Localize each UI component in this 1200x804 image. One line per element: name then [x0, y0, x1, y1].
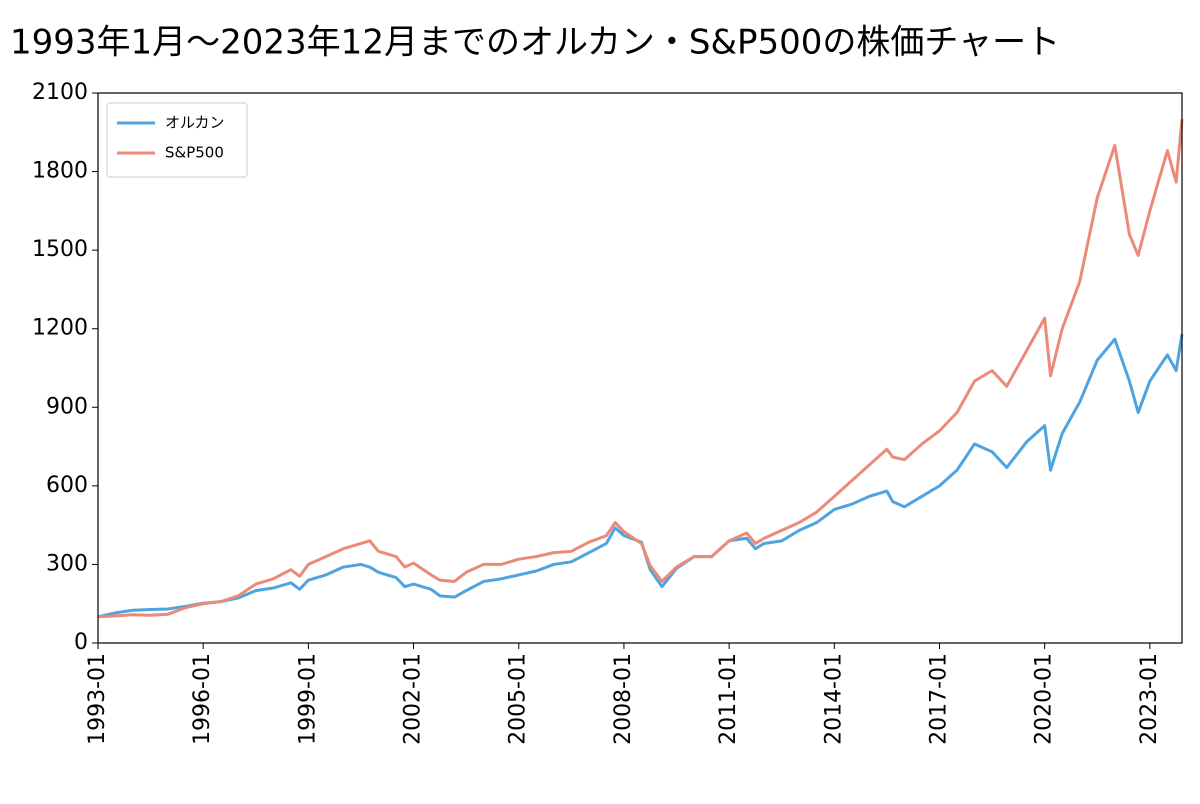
- series-line: [97, 119, 1184, 619]
- x-tick-label: 2011-01: [716, 653, 741, 745]
- chart-title: 1993年1月～2023年12月までのオルカン・S&P500の株価チャート: [10, 23, 1060, 63]
- x-tick-label: 2005-01: [506, 653, 531, 745]
- x-tick-label: 2017-01: [926, 653, 951, 745]
- y-tick-label: 900: [46, 394, 88, 419]
- y-tick-label: 600: [46, 473, 88, 498]
- plot-frame: [97, 92, 1183, 644]
- y-tick-label: 2100: [32, 80, 88, 105]
- y-tick-label: 1800: [32, 159, 88, 184]
- x-tick-label: 1996-01: [190, 653, 215, 745]
- x-tick-label: 1999-01: [295, 653, 320, 745]
- x-tick-label: 2008-01: [611, 653, 636, 745]
- legend-label: オルカン: [165, 114, 225, 132]
- y-tick-label: 1500: [32, 237, 88, 262]
- x-tick-label: 2020-01: [1032, 653, 1057, 745]
- legend-label: S&P500: [165, 144, 224, 162]
- x-tick-label: 2014-01: [821, 653, 846, 745]
- y-tick-label: 300: [46, 551, 88, 576]
- x-tick-label: 1993-01: [85, 653, 110, 745]
- y-tick-label: 0: [74, 630, 88, 655]
- y-tick-label: 1200: [32, 316, 88, 341]
- x-tick-label: 2002-01: [401, 653, 426, 745]
- x-tick-label: 2023-01: [1137, 653, 1162, 745]
- series-line: [97, 333, 1184, 619]
